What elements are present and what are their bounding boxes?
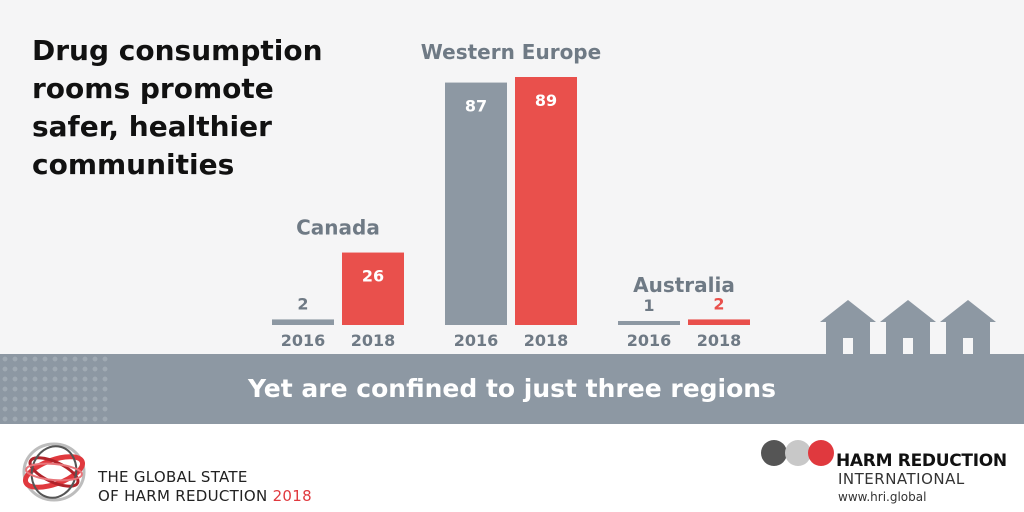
tagline: Yet are confined to just three regions (248, 374, 776, 403)
global-state-text: THE GLOBAL STATE OF HARM REDUCTION 2018 (98, 468, 312, 506)
global-state-line2: OF HARM REDUCTION 2018 (98, 487, 312, 506)
hri-logo-icon (761, 440, 834, 466)
bar-canada-2018 (342, 252, 404, 325)
house-icon (880, 300, 936, 354)
page-title: Drug consumption rooms promote safer, he… (32, 34, 323, 181)
bar-canada-2016 (272, 319, 334, 325)
houses-icon (820, 300, 996, 354)
data-label: 1 (643, 296, 654, 315)
hri-subtitle: INTERNATIONAL (838, 470, 965, 488)
group-label: Western Europe (421, 40, 601, 64)
global-state-line1: THE GLOBAL STATE (98, 468, 248, 486)
group-label: Canada (296, 216, 380, 240)
global-state-line2-text: OF HARM REDUCTION (98, 487, 268, 505)
bar-western-europe-2016 (445, 82, 507, 326)
data-label: 89 (535, 91, 557, 110)
house-icon (940, 300, 996, 354)
tick-label: 2018 (351, 331, 396, 350)
chart-panel (0, 0, 1024, 354)
house-icon (820, 300, 876, 354)
global-state-year: 2018 (272, 487, 312, 505)
tick-label: 2018 (697, 331, 742, 350)
data-label: 87 (465, 97, 487, 116)
data-label: 26 (362, 267, 384, 286)
bar-chart: 2 2016 26 2018 Canada 87 2016 89 2018 Western Eur… (272, 40, 750, 350)
tagline-band: Yet are confined to just three regions (0, 354, 1024, 424)
tick-label: 2016 (281, 331, 326, 350)
hri-url-link[interactable]: www.hri.global (838, 490, 927, 504)
global-state-logo-icon (22, 442, 86, 502)
data-label: 2 (297, 294, 308, 313)
bar-australia-2018 (688, 319, 750, 325)
footer (0, 424, 1024, 512)
group-label: Australia (633, 273, 735, 297)
bar-australia-2016 (618, 321, 680, 325)
hri-name: HARM REDUCTION (836, 451, 1007, 471)
data-label: 2 (713, 294, 724, 313)
tick-label: 2016 (627, 331, 672, 350)
bar-western-europe-2018 (515, 77, 577, 325)
tick-label: 2018 (524, 331, 569, 350)
tick-label: 2016 (454, 331, 499, 350)
band-pattern (0, 354, 110, 424)
